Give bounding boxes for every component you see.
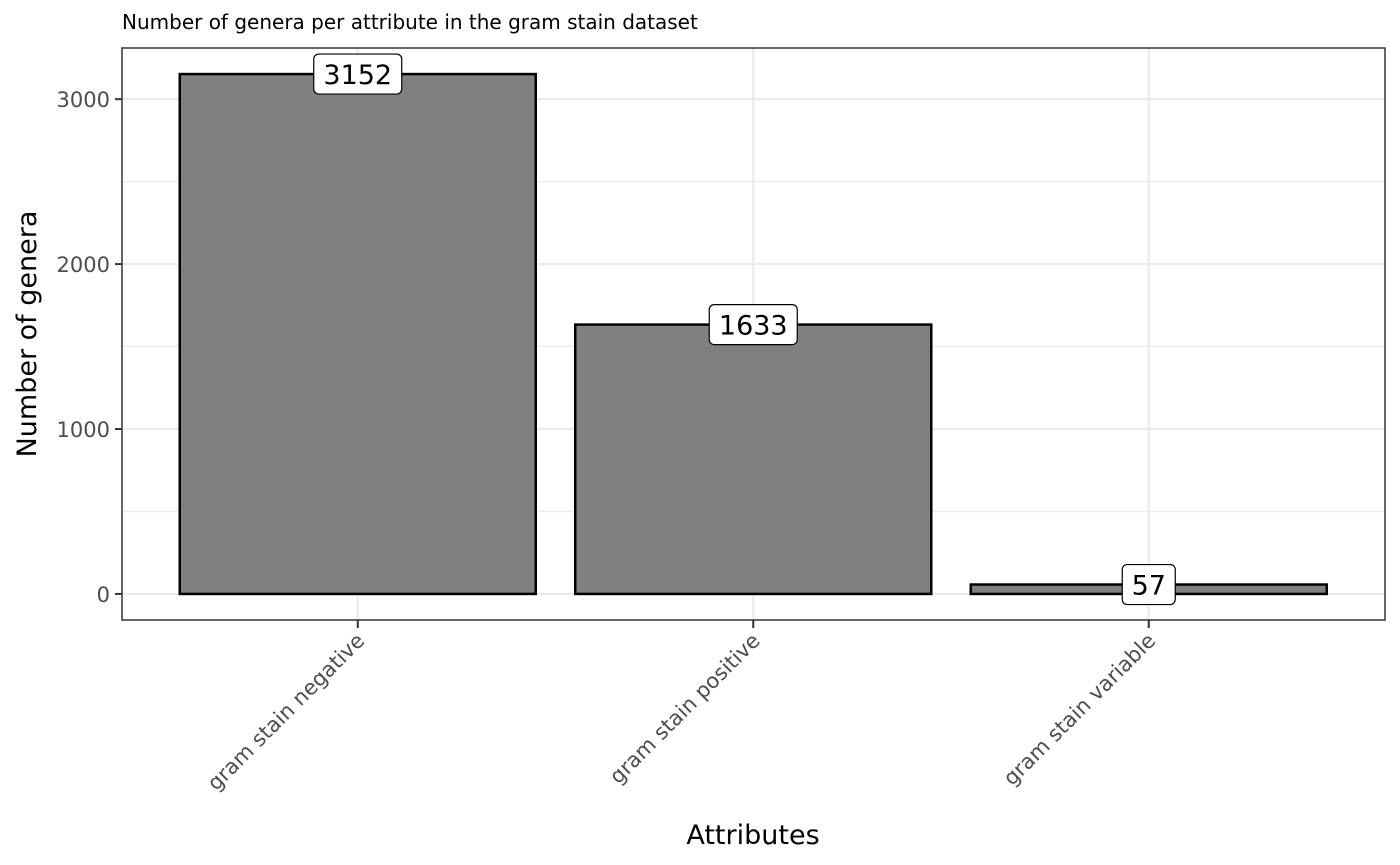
- y-tick-label: 3000: [57, 88, 110, 112]
- chart-title: Number of genera per attribute in the gr…: [122, 10, 698, 34]
- data-label-text: 57: [1132, 570, 1166, 601]
- data-label: 3152: [313, 53, 403, 95]
- data-label-text: 1633: [719, 310, 788, 341]
- y-tick-label: 2000: [57, 253, 110, 277]
- bar: [574, 323, 933, 596]
- data-label: 1633: [708, 303, 798, 346]
- data-label-box: [708, 303, 798, 346]
- y-tick-label: 0: [97, 583, 110, 607]
- y-axis: 0 1000 2000 3000: [57, 88, 122, 607]
- data-label-box: [1121, 563, 1176, 606]
- bar: [178, 72, 537, 596]
- data-label-box: [313, 53, 403, 95]
- y-tick-label: 1000: [57, 418, 110, 442]
- x-tick-label: gram stain variable: [999, 629, 1161, 791]
- data-label-text: 3152: [323, 60, 392, 91]
- y-axis-title: Number of genera: [12, 211, 43, 458]
- x-axis-title: Attributes: [686, 820, 819, 851]
- x-tick-label: gram stain negative: [203, 629, 370, 796]
- data-labels: 3152 1633 57: [313, 53, 1176, 606]
- x-axis: gram stain negative gram stain positive gr…: [203, 620, 1161, 796]
- x-tick-label: gram stain positive: [605, 629, 765, 789]
- data-label: 57: [1121, 563, 1176, 606]
